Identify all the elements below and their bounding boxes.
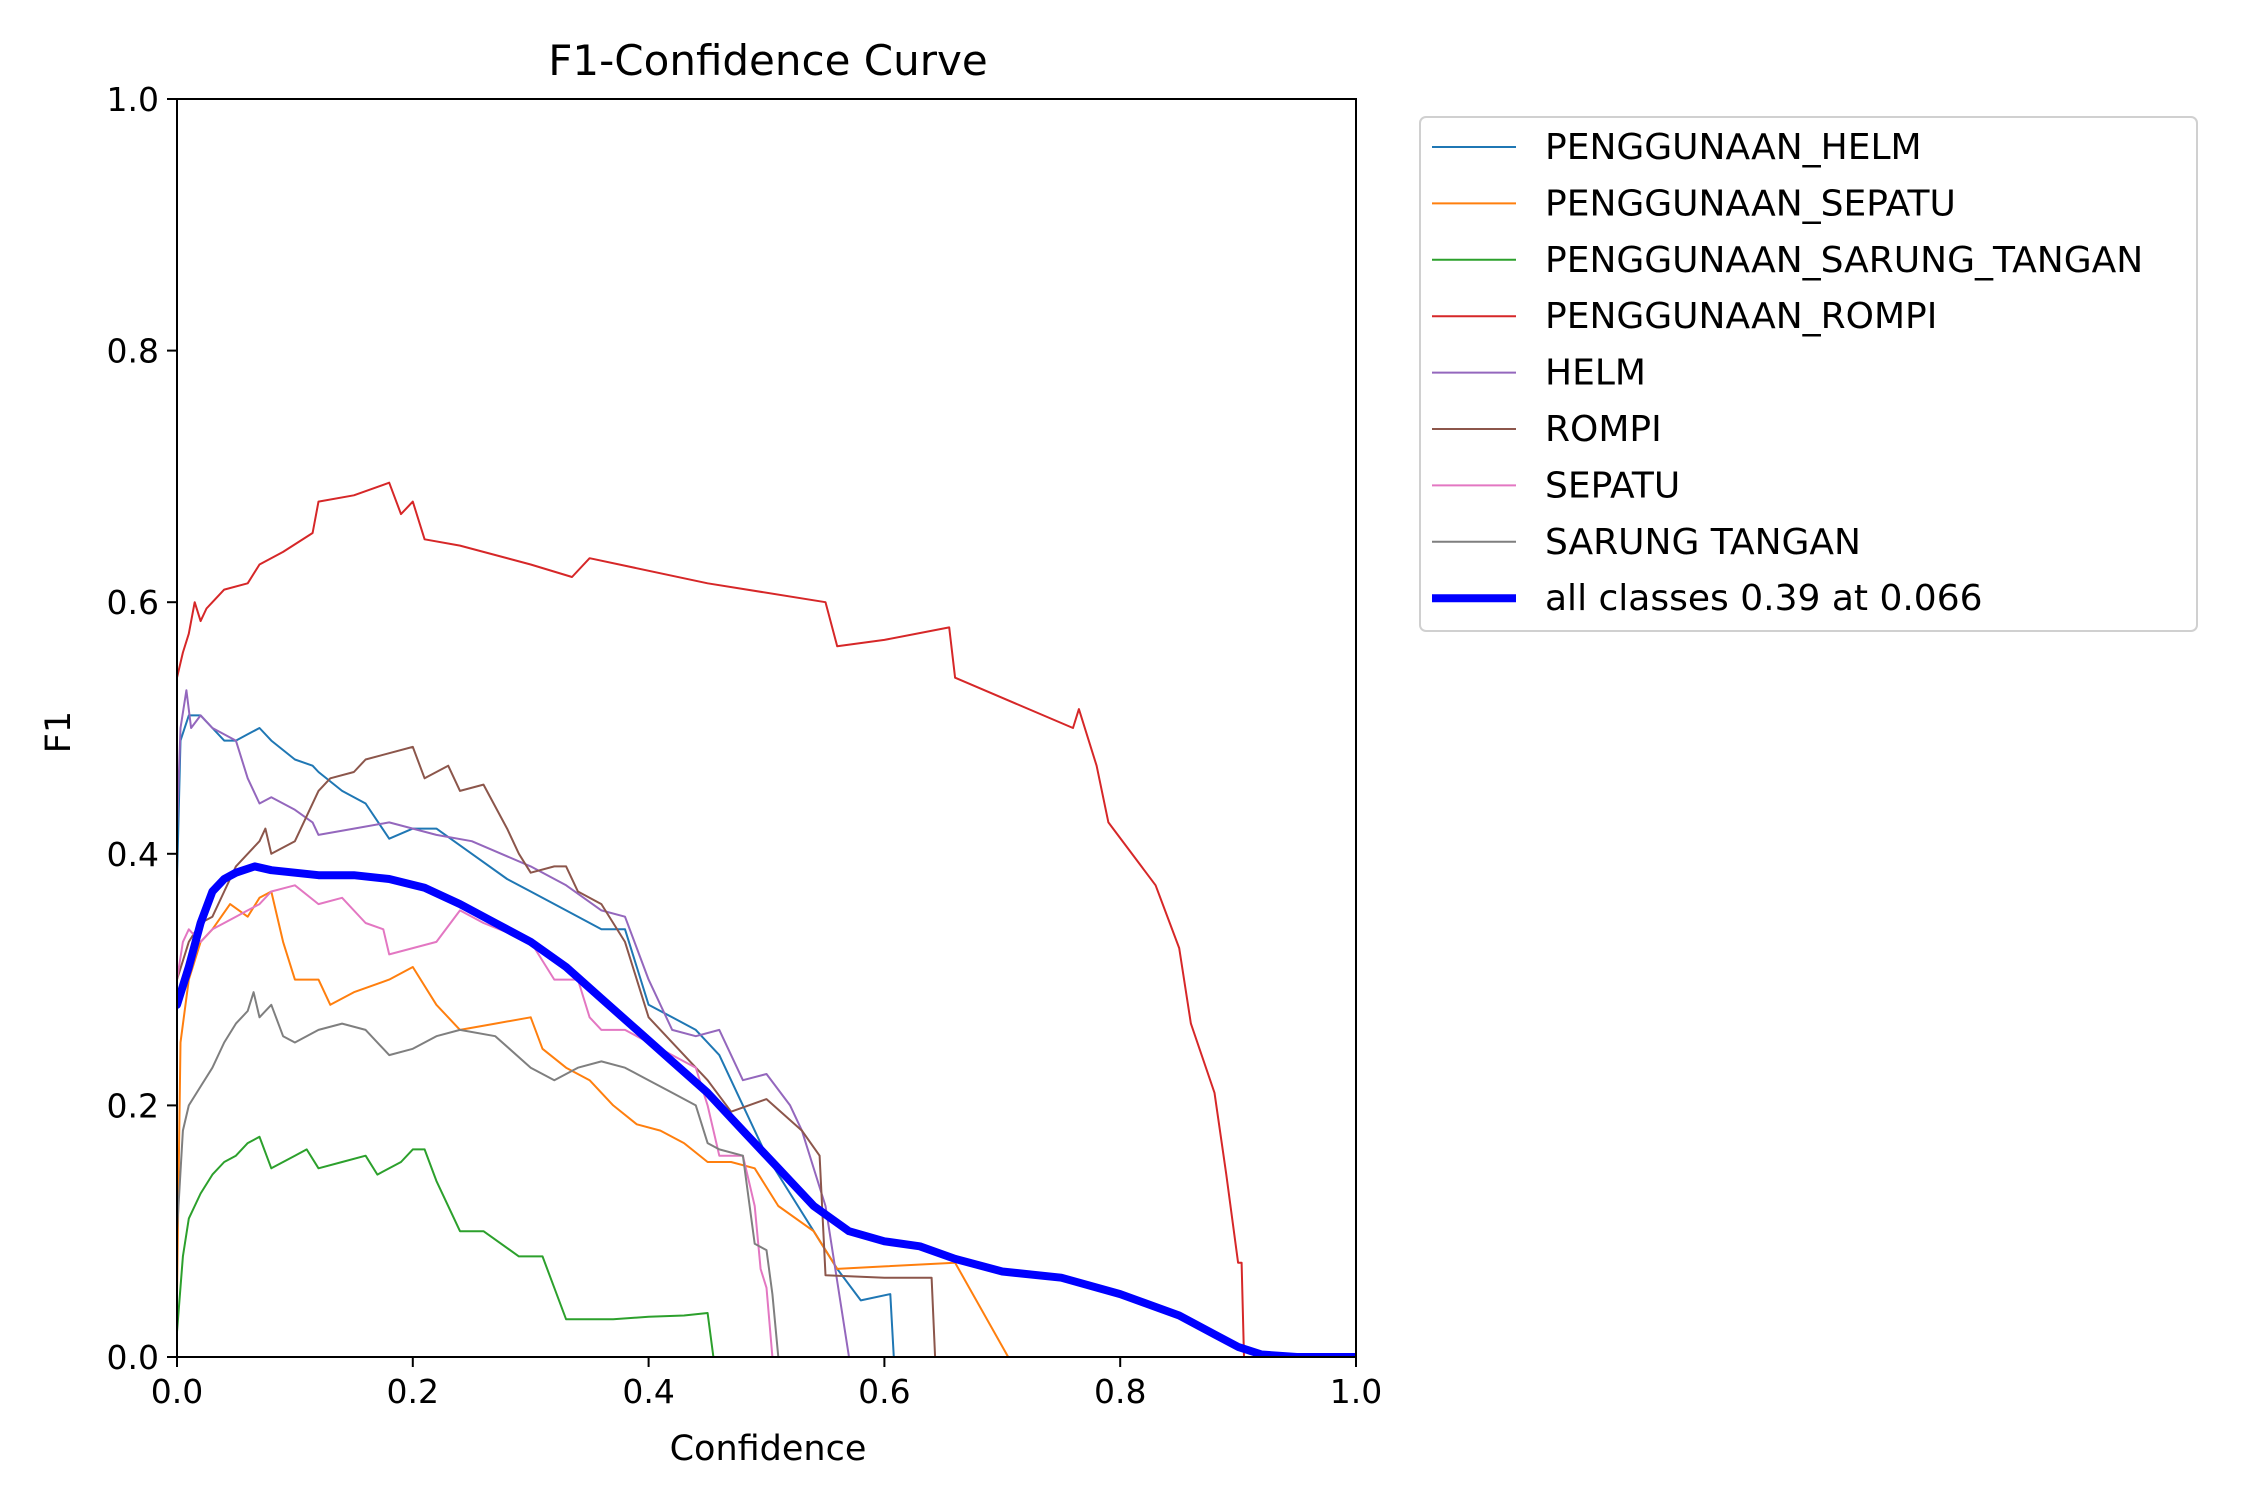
legend-entry: ROMPI [1545, 409, 1662, 450]
series-line-penggunaan-sarung-tangan [177, 1135, 1356, 1357]
series-lines [177, 481, 1356, 1357]
series-line-sepatu [177, 884, 1356, 1357]
x-tick-label: 1.0 [1330, 1372, 1382, 1411]
y-tick-label: 0.8 [107, 332, 159, 371]
legend-entry: PENGGUNAAN_HELM [1545, 127, 1922, 168]
x-tick-label: 0.0 [151, 1372, 203, 1411]
y-tick-label: 1.0 [107, 80, 159, 119]
series-line-helm [177, 689, 1356, 1357]
legend-entry: all classes 0.39 at 0.066 [1545, 578, 1983, 619]
x-axis: 0.0 0.2 0.4 0.6 0.8 1.0 [151, 1357, 1382, 1411]
x-axis-label: Confidence [670, 1429, 867, 1469]
y-axis-label: F1 [39, 711, 79, 753]
y-tick-label: 0.2 [107, 1086, 159, 1125]
plot-frame [176, 98, 1357, 1358]
y-tick-label: 0.4 [107, 835, 159, 874]
y-tick-label: 0.0 [107, 1338, 159, 1377]
legend-entry: HELM [1545, 353, 1646, 394]
x-tick-label: 0.4 [622, 1372, 674, 1411]
x-tick-label: 0.2 [387, 1372, 439, 1411]
legend-entry: PENGGUNAAN_SEPATU [1545, 183, 1956, 224]
y-axis: 0.0 0.2 0.4 0.6 0.8 1.0 [107, 80, 177, 1377]
legend-entry: SARUNG TANGAN [1545, 522, 1861, 563]
legend-entry: PENGGUNAAN_SARUNG_TANGAN [1545, 240, 2143, 281]
chart-title: F1-Confidence Curve [548, 36, 987, 85]
series-line-penggunaan-rompi [177, 481, 1356, 1357]
series-line-all-classes-0-39-at-0-066 [177, 862, 1356, 1357]
legend-entry: PENGGUNAAN_ROMPI [1545, 296, 1937, 337]
x-tick-label: 0.6 [858, 1372, 910, 1411]
series-line-rompi [177, 745, 1356, 1357]
legend-frame [1419, 116, 2198, 632]
x-tick-label: 0.8 [1094, 1372, 1146, 1411]
plot-area [176, 98, 1357, 1358]
y-tick-label: 0.6 [107, 583, 159, 622]
series-line-sarung-tangan [177, 991, 1356, 1357]
legend-entry: SEPATU [1545, 465, 1680, 506]
legend: PENGGUNAAN_HELM PENGGUNAAN_SEPATU PENGGUNA… [1419, 116, 2198, 632]
series-line-penggunaan-sepatu [177, 890, 1356, 1357]
